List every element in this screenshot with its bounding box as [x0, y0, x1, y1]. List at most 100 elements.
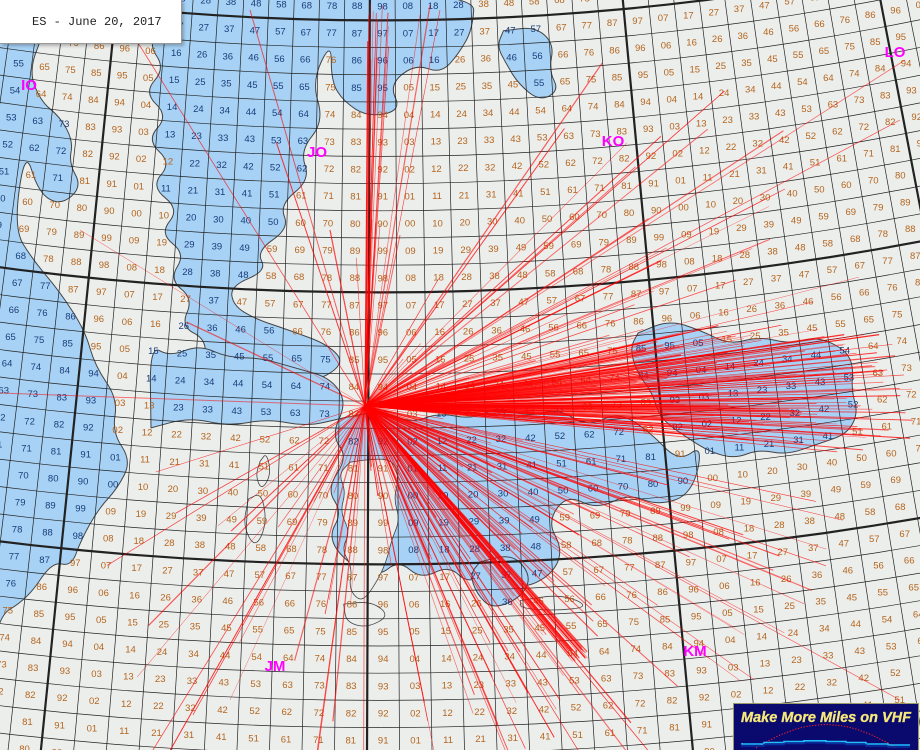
svg-text:94: 94 — [88, 368, 99, 379]
svg-text:80: 80 — [624, 208, 635, 219]
svg-text:64: 64 — [823, 73, 834, 84]
svg-text:60: 60 — [22, 197, 33, 208]
svg-text:36: 36 — [738, 31, 749, 42]
svg-text:25: 25 — [715, 61, 726, 72]
svg-text:31: 31 — [199, 459, 210, 470]
svg-text:48: 48 — [238, 270, 249, 281]
svg-text:90: 90 — [104, 206, 115, 217]
svg-text:01: 01 — [110, 452, 121, 463]
svg-text:48: 48 — [795, 243, 806, 254]
svg-text:21: 21 — [459, 190, 470, 201]
svg-text:63: 63 — [873, 368, 884, 379]
svg-text:85: 85 — [34, 609, 45, 620]
svg-text:13: 13 — [760, 659, 771, 670]
svg-text:32: 32 — [827, 678, 838, 689]
svg-text:75: 75 — [2, 605, 13, 616]
svg-text:21: 21 — [729, 169, 740, 180]
svg-text:23: 23 — [155, 674, 166, 685]
svg-text:90: 90 — [377, 219, 388, 230]
svg-text:44: 44 — [771, 81, 782, 92]
svg-text:92: 92 — [378, 709, 389, 720]
svg-text:33: 33 — [823, 651, 834, 662]
svg-text:35: 35 — [741, 58, 752, 69]
svg-text:99: 99 — [680, 503, 691, 514]
svg-text:51: 51 — [556, 458, 567, 469]
svg-text:31: 31 — [486, 190, 497, 201]
svg-text:45: 45 — [234, 352, 245, 363]
svg-text:59: 59 — [0, 220, 2, 231]
svg-text:67: 67 — [301, 28, 312, 39]
svg-text:11: 11 — [161, 184, 171, 195]
svg-text:57: 57 — [827, 265, 838, 276]
svg-text:01: 01 — [87, 723, 98, 734]
svg-text:60: 60 — [295, 218, 306, 229]
svg-text:95: 95 — [378, 355, 389, 366]
svg-text:83: 83 — [85, 122, 96, 133]
svg-text:76: 76 — [37, 308, 48, 319]
svg-text:91: 91 — [917, 139, 920, 150]
svg-text:05: 05 — [119, 344, 130, 355]
svg-text:94: 94 — [378, 654, 389, 665]
svg-text:82: 82 — [619, 154, 630, 165]
svg-text:61: 61 — [882, 422, 893, 433]
svg-text:51: 51 — [572, 730, 583, 741]
svg-text:64: 64 — [298, 109, 309, 120]
svg-text:36: 36 — [223, 51, 234, 62]
svg-text:66: 66 — [558, 49, 569, 60]
svg-text:46: 46 — [763, 27, 774, 38]
svg-text:42: 42 — [512, 161, 523, 172]
svg-text:25: 25 — [750, 331, 761, 342]
svg-text:35: 35 — [205, 350, 216, 361]
svg-text:03: 03 — [91, 669, 102, 680]
svg-text:96: 96 — [890, 5, 901, 16]
svg-text:92: 92 — [57, 693, 68, 704]
svg-text:34: 34 — [483, 108, 494, 119]
svg-text:39: 39 — [212, 241, 223, 252]
svg-text:30: 30 — [797, 462, 808, 473]
svg-text:52: 52 — [555, 431, 566, 442]
svg-text:95: 95 — [378, 627, 389, 638]
svg-text:58: 58 — [276, 0, 287, 10]
svg-text:02: 02 — [112, 425, 123, 436]
svg-text:11: 11 — [432, 191, 442, 202]
svg-text:80: 80 — [350, 219, 361, 230]
svg-text:68: 68 — [286, 544, 297, 555]
svg-text:20: 20 — [767, 466, 778, 477]
svg-text:75: 75 — [628, 617, 639, 628]
svg-text:82: 82 — [351, 164, 362, 175]
svg-text:75: 75 — [320, 354, 331, 365]
svg-text:10: 10 — [432, 218, 443, 229]
svg-text:55: 55 — [13, 59, 24, 70]
svg-text:77: 77 — [9, 551, 20, 562]
svg-text:56: 56 — [789, 23, 800, 34]
svg-text:87: 87 — [39, 555, 50, 566]
svg-text:11: 11 — [734, 443, 744, 454]
svg-text:60: 60 — [886, 448, 897, 459]
svg-text:04: 04 — [667, 94, 678, 105]
svg-text:89: 89 — [45, 501, 56, 512]
svg-text:03: 03 — [138, 127, 149, 138]
svg-text:65: 65 — [5, 332, 16, 343]
svg-text:07: 07 — [716, 554, 727, 565]
svg-text:55: 55 — [534, 78, 545, 89]
svg-text:65: 65 — [819, 46, 830, 57]
svg-text:54: 54 — [797, 77, 808, 88]
svg-text:31: 31 — [508, 733, 519, 744]
svg-text:82: 82 — [82, 149, 93, 160]
svg-text:29: 29 — [771, 493, 782, 504]
svg-text:67: 67 — [855, 261, 866, 272]
svg-text:01: 01 — [675, 176, 686, 187]
svg-text:17: 17 — [131, 563, 142, 574]
svg-text:46: 46 — [235, 324, 246, 335]
svg-text:65: 65 — [560, 77, 571, 88]
svg-text:12: 12 — [142, 428, 153, 439]
svg-text:30: 30 — [213, 214, 224, 225]
svg-text:67: 67 — [810, 0, 821, 3]
svg-text:42: 42 — [525, 433, 536, 444]
svg-text:92: 92 — [646, 151, 657, 162]
svg-text:56: 56 — [532, 51, 543, 62]
svg-text:71: 71 — [53, 173, 64, 184]
svg-text:56: 56 — [274, 54, 285, 65]
svg-text:69: 69 — [295, 245, 306, 256]
svg-text:49: 49 — [831, 485, 842, 496]
